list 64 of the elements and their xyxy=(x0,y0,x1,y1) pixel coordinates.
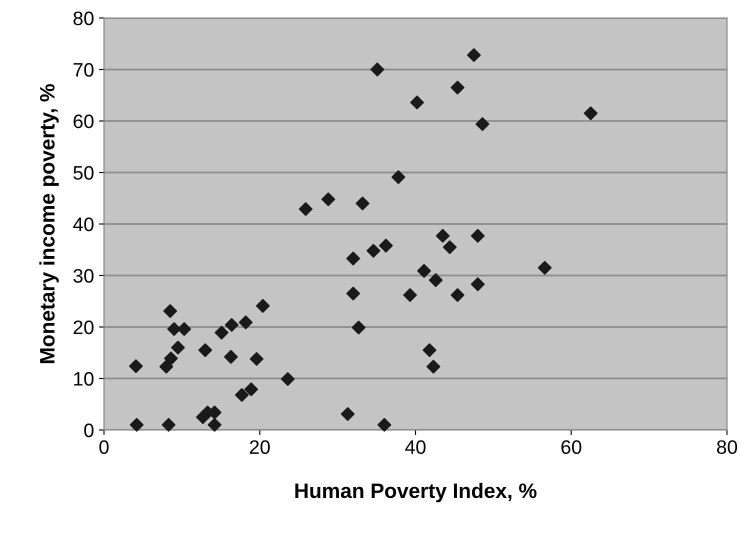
y-tick-label: 60 xyxy=(74,114,94,128)
point xyxy=(450,288,464,302)
x-tick-label: 80 xyxy=(717,440,738,454)
point xyxy=(244,382,258,396)
y-tick-label: 80 xyxy=(73,11,94,26)
point xyxy=(346,286,360,300)
y-tick-label: 50 xyxy=(73,166,94,180)
point xyxy=(356,196,370,210)
point xyxy=(379,238,393,253)
point xyxy=(410,96,424,110)
point xyxy=(436,228,450,243)
point xyxy=(470,228,485,243)
point xyxy=(346,252,360,266)
point xyxy=(167,322,181,336)
y-tick-label: 70 xyxy=(74,62,94,77)
point xyxy=(130,418,144,432)
y-axis-title: Monetary income poverty, % xyxy=(39,84,59,364)
y-tick-label: 10 xyxy=(74,372,94,386)
point xyxy=(163,304,178,318)
point xyxy=(208,418,222,432)
y-tick-label: 30 xyxy=(73,268,94,283)
x-tick-label: 20 xyxy=(250,440,270,454)
point xyxy=(340,407,355,421)
x-axis-title: Human Poverty Index, % xyxy=(295,482,537,502)
point xyxy=(198,343,212,358)
point xyxy=(470,277,485,292)
point xyxy=(224,350,238,364)
point xyxy=(321,192,336,206)
point xyxy=(164,352,178,366)
point xyxy=(129,359,143,374)
point xyxy=(250,352,264,366)
point xyxy=(238,315,253,330)
point xyxy=(391,170,406,184)
point xyxy=(352,320,366,334)
point xyxy=(538,260,552,275)
point xyxy=(476,117,490,131)
point xyxy=(377,418,392,432)
point xyxy=(177,322,192,336)
y-tick-label: 0 xyxy=(84,423,94,438)
point xyxy=(280,372,295,386)
x-tick-label: 60 xyxy=(561,440,582,454)
x-tick-label: 0 xyxy=(99,440,109,454)
point xyxy=(234,388,249,402)
point xyxy=(428,273,443,288)
point xyxy=(403,288,417,302)
point xyxy=(256,298,270,313)
point xyxy=(298,202,313,216)
point xyxy=(214,326,228,340)
y-tick-label: 40 xyxy=(73,217,94,232)
point xyxy=(584,106,598,120)
point xyxy=(467,48,481,62)
point xyxy=(162,418,176,432)
point xyxy=(159,360,174,374)
point xyxy=(171,340,185,355)
point xyxy=(366,244,380,258)
x-tick-label: 40 xyxy=(405,440,426,454)
point xyxy=(442,240,457,254)
y-tick-label: 20 xyxy=(74,320,94,334)
point xyxy=(417,264,431,278)
point xyxy=(370,62,384,76)
point xyxy=(422,343,436,358)
point xyxy=(224,318,239,332)
point xyxy=(426,360,440,374)
point xyxy=(450,80,464,94)
